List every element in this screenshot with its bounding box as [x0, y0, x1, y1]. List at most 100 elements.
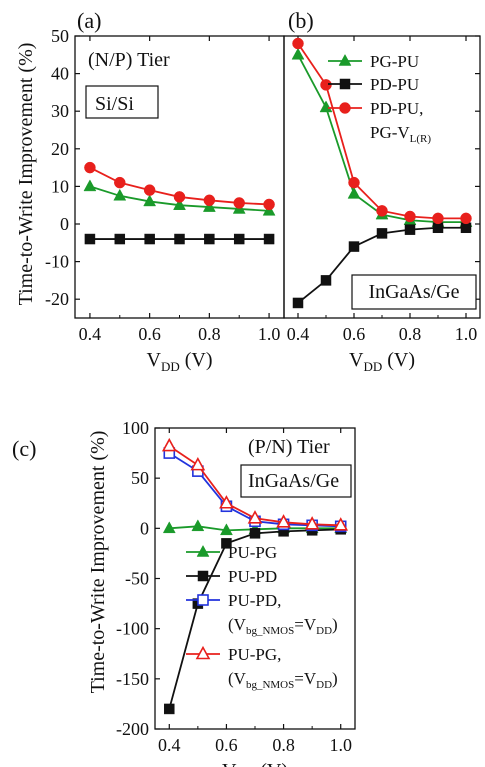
x-tick-label: 0.6 — [138, 324, 161, 344]
x-axis-title: VDD (V) — [222, 760, 288, 767]
annotation-text: (N/P) Tier — [88, 49, 170, 71]
legend-label: PD-PU — [370, 75, 419, 94]
x-axis-title: VDD (V) — [147, 349, 213, 374]
data-point — [320, 275, 332, 286]
legend-label: PU-PG, — [228, 645, 281, 664]
panel-label-a: (a) — [77, 8, 101, 33]
x-tick-label: 0.4 — [287, 324, 310, 344]
panel-c-plot: 0.4 0.6 0.8 1.0 100 50 0 -50 -100 -150 -200 VDD (V)… — [116, 418, 356, 767]
data-point — [292, 37, 304, 50]
annotation-box — [85, 85, 159, 119]
legend-swatch-marker — [197, 570, 209, 582]
data-point — [304, 516, 320, 530]
data-point — [173, 191, 186, 203]
x-tick-label: 0.4 — [79, 324, 102, 344]
data-point — [162, 521, 176, 534]
data-point — [376, 228, 388, 239]
data-point — [263, 233, 275, 245]
series-3 — [161, 437, 349, 531]
plot-frame — [74, 35, 285, 319]
data-point — [144, 233, 155, 245]
x-axis-title: VDD (V) — [349, 349, 415, 374]
data-point — [233, 233, 245, 245]
annotation-1: InGaAs/Ge — [240, 464, 352, 498]
data-point — [191, 519, 205, 532]
data-point — [173, 198, 186, 210]
x-tick-label: 1.0 — [258, 324, 281, 344]
x-tick-label: 0.8 — [198, 324, 221, 344]
data-point — [291, 47, 305, 60]
data-point — [190, 456, 206, 471]
legend: PG-PU PD-PU PD-PU, PG-VL(R) — [328, 52, 431, 145]
y-tick-label: 0 — [60, 214, 69, 234]
data-point — [161, 437, 177, 452]
legend-label: PU-PG — [228, 543, 277, 562]
legend: PU-PG PU-PD PU-PD, (Vbg_NMOS=VDD) PU-PG, (Vbg… — [186, 543, 338, 691]
y-tick-label: -150 — [116, 669, 149, 689]
legend-label: PU-PD, — [228, 591, 281, 610]
data-point — [432, 212, 444, 225]
annotation-0: (P/N) Tier — [248, 436, 330, 458]
x-tick-label: 1.0 — [455, 324, 478, 344]
data-point — [202, 200, 216, 212]
annotation-box — [240, 464, 352, 498]
data-point — [249, 528, 261, 539]
legend-swatch-marker — [195, 645, 211, 660]
y-axis-title-top: Time-to-Write Improvement (%) — [15, 43, 37, 306]
y-axis-title-bottom: Time-to-Write Improvement (%) — [87, 431, 109, 694]
data-point — [292, 297, 304, 309]
data-point — [143, 184, 156, 196]
annotation-box — [351, 274, 477, 310]
data-point — [221, 538, 232, 549]
panel-a-plot: 0.4 0.6 0.8 1.0 50 40 30 20 10 0 -10 -20 VDD (V) (N/P… — [45, 26, 285, 374]
data-point — [233, 197, 245, 209]
data-point — [319, 100, 333, 113]
annotation-text: (P/N) Tier — [248, 436, 330, 458]
data-point — [220, 523, 233, 536]
panel-label-b: (b) — [288, 8, 314, 33]
y-tick-label: 10 — [51, 176, 69, 196]
data-point — [114, 233, 126, 245]
y-tick-label: -100 — [116, 619, 149, 639]
panel-label-c: (c) — [12, 436, 36, 461]
data-point — [276, 514, 291, 528]
y-tick-label: 40 — [51, 64, 69, 84]
legend-swatch-marker — [338, 53, 352, 66]
data-point — [404, 224, 416, 235]
data-point — [404, 210, 416, 223]
legend-swatch-marker — [196, 544, 210, 557]
data-point — [84, 161, 96, 174]
data-point — [203, 194, 216, 207]
legend-label: PG-PU — [370, 52, 419, 71]
y-tick-label: 0 — [140, 518, 149, 538]
data-point — [432, 222, 444, 234]
data-point — [83, 179, 97, 192]
x-tick-label: 0.6 — [215, 735, 238, 755]
x-tick-label: 0.6 — [343, 324, 366, 344]
annotation-text: InGaAs/Ge — [248, 470, 339, 492]
series-2 — [292, 37, 472, 225]
y-tick-label: 50 — [131, 468, 149, 488]
data-point — [174, 233, 185, 245]
data-point — [113, 188, 127, 201]
annotation-1: Si/Si — [85, 85, 159, 119]
data-point — [247, 510, 263, 524]
annotation-text: InGaAs/Ge — [368, 281, 459, 303]
panel-b-plot: 0.4 0.6 0.8 1.0 VDD (V) InGaAs/Ge PG-PU PD-PU PD… — [283, 35, 481, 374]
x-tick-label: 1.0 — [329, 735, 352, 755]
legend-label-line2: (Vbg_NMOS=VDD) — [228, 615, 338, 637]
legend-swatch-marker — [339, 78, 351, 90]
legend-swatch-marker — [197, 594, 209, 606]
data-point — [348, 241, 360, 252]
legend-label: PD-PU, — [370, 99, 423, 118]
data-point — [143, 194, 157, 207]
y-tick-label: -20 — [45, 289, 69, 309]
data-point — [164, 703, 175, 715]
data-point — [263, 198, 275, 211]
legend-swatch-marker — [339, 102, 351, 114]
data-point — [460, 212, 472, 225]
data-point — [84, 233, 96, 245]
legend-label: PU-PD — [228, 567, 277, 586]
data-point — [376, 205, 388, 217]
